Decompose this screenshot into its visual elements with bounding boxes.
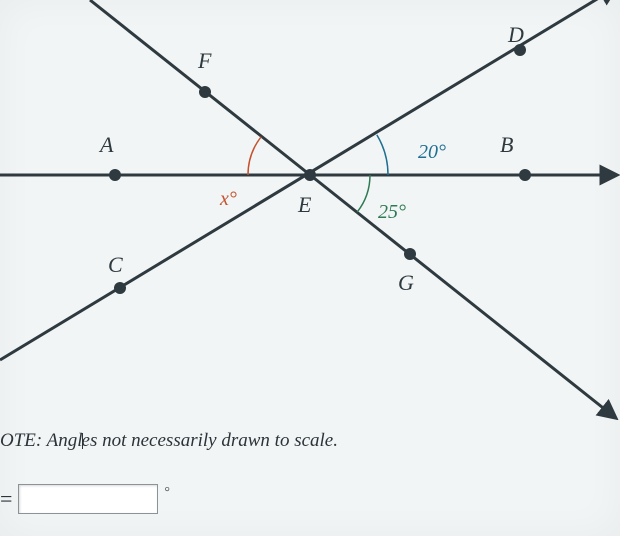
point-E — [304, 169, 316, 181]
x_arc — [248, 137, 261, 175]
point-G — [404, 248, 416, 260]
equals-sign: = — [0, 486, 12, 512]
answer-row: = ° — [0, 484, 170, 514]
text-cursor — [82, 433, 83, 449]
label-C: C — [108, 252, 123, 277]
label-E: E — [297, 192, 312, 217]
label-A: A — [98, 132, 114, 157]
25_arc — [357, 175, 370, 212]
angle-label: 20° — [418, 141, 446, 163]
point-A — [109, 169, 121, 181]
point-B — [519, 169, 531, 181]
degree-symbol: ° — [164, 485, 170, 501]
geometry-diagram: A F D B E C Gx° 20° 25° — [0, 0, 620, 420]
point-C — [114, 282, 126, 294]
angle-label: 25° — [378, 201, 406, 223]
point-F — [199, 86, 211, 98]
note-text: OTE: Angles not necessarily drawn to sca… — [0, 430, 338, 452]
20_arc — [377, 135, 388, 175]
angle-label: x° — [219, 188, 237, 210]
label-B: B — [500, 132, 513, 157]
label-G: G — [398, 270, 414, 295]
label-D: D — [507, 22, 524, 47]
answer-input[interactable] — [18, 484, 158, 514]
label-F: F — [197, 48, 212, 73]
